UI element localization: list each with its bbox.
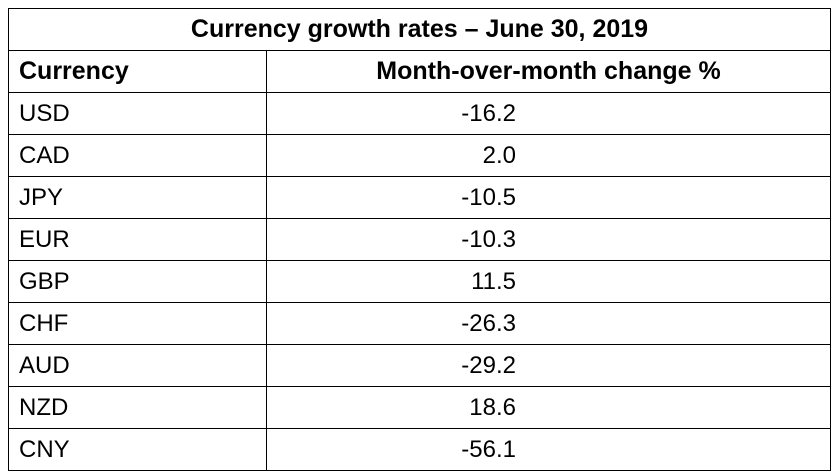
currency-cell: CAD [8, 134, 267, 177]
column-header-change: Month-over-month change % [266, 50, 831, 93]
table-row: JPY -10.5 [8, 176, 831, 219]
change-cell: 11.5 [266, 260, 831, 303]
currency-cell: NZD [8, 386, 267, 429]
change-cell: 2.0 [266, 134, 831, 177]
column-header-currency: Currency [8, 50, 267, 93]
table-row: NZD 18.6 [8, 386, 831, 429]
table-body: USD -16.2 CAD 2.0 JPY -10.5 EUR -10.3 GBP 11.5 CHF… [8, 92, 831, 471]
change-cell: -29.2 [266, 344, 831, 387]
change-cell: -10.5 [266, 176, 831, 219]
table-header-row: Currency Month-over-month change % [8, 50, 831, 93]
table-row: CNY -56.1 [8, 428, 831, 471]
currency-table-container: Currency growth rates – June 30, 2019 Cu… [8, 8, 831, 471]
change-cell: -26.3 [266, 302, 831, 345]
currency-cell: CHF [8, 302, 267, 345]
change-cell: -16.2 [266, 92, 831, 135]
currency-cell: JPY [8, 176, 267, 219]
table-row: GBP 11.5 [8, 260, 831, 303]
change-cell: -10.3 [266, 218, 831, 261]
table-title-row: Currency growth rates – June 30, 2019 [8, 8, 831, 51]
table-title: Currency growth rates – June 30, 2019 [8, 8, 831, 51]
currency-growth-table: Currency growth rates – June 30, 2019 Cu… [8, 8, 831, 471]
table-row: USD -16.2 [8, 92, 831, 135]
table-row: CHF -26.3 [8, 302, 831, 345]
table-row: AUD -29.2 [8, 344, 831, 387]
currency-cell: EUR [8, 218, 267, 261]
currency-cell: AUD [8, 344, 267, 387]
table-row: EUR -10.3 [8, 218, 831, 261]
currency-cell: CNY [8, 428, 267, 471]
change-cell: -56.1 [266, 428, 831, 471]
currency-cell: USD [8, 92, 267, 135]
change-cell: 18.6 [266, 386, 831, 429]
table-row: CAD 2.0 [8, 134, 831, 177]
currency-cell: GBP [8, 260, 267, 303]
